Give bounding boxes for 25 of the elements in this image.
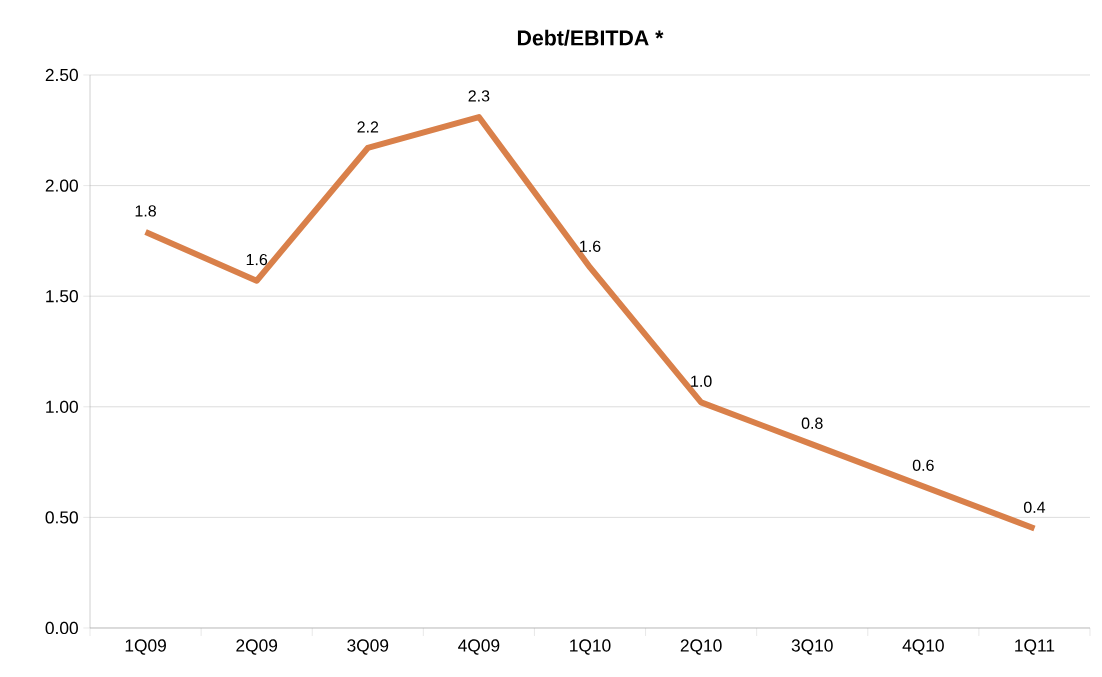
data-label: 0.4 [1023, 501, 1046, 513]
chart-title: Debt/EBITDA * [517, 29, 664, 46]
y-tick-label: 2.00 [45, 179, 78, 192]
x-tick-label: 3Q09 [347, 639, 389, 655]
data-label: 1.8 [135, 205, 156, 217]
y-tick-label: 1.50 [46, 290, 78, 303]
data-label: 2.2 [357, 121, 379, 133]
data-label: 1.6 [246, 253, 268, 266]
data-label: 1.6 [580, 240, 601, 252]
y-tick-label: 0.00 [45, 621, 78, 635]
data-label: 0.6 [912, 459, 934, 471]
data-label: 2.3 [468, 90, 490, 102]
data-label: 0.8 [801, 417, 823, 429]
data-label: 1.0 [691, 375, 712, 387]
y-tick-label: 1.00 [46, 400, 78, 413]
y-tick-label: 0.50 [45, 511, 78, 524]
x-tick-label: 1Q11 [1015, 639, 1055, 655]
x-tick-label: 4Q09 [458, 639, 500, 655]
x-tick-label: 2Q09 [236, 639, 278, 655]
x-tick-label: 2Q10 [680, 639, 722, 655]
x-tick-label: 1Q10 [570, 639, 611, 655]
x-tick-label: 4Q10 [902, 639, 944, 655]
x-tick-label: 1Q09 [125, 639, 166, 655]
y-tick-label: 2.50 [45, 68, 78, 82]
x-tick-label: 3Q10 [791, 639, 833, 655]
